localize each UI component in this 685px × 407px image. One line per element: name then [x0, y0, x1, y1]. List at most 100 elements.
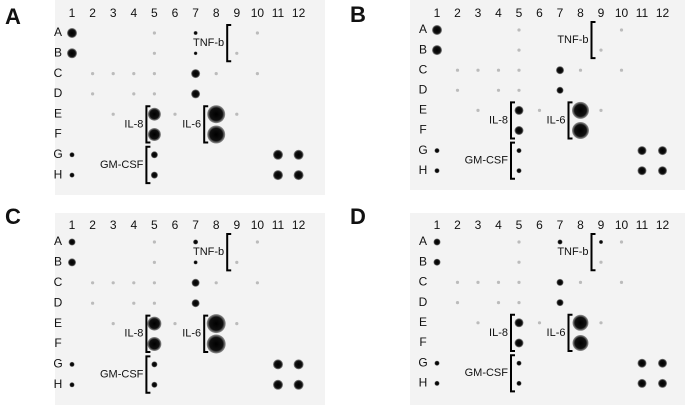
spot — [151, 361, 158, 368]
blot-background — [55, 0, 325, 195]
spot — [496, 280, 501, 284]
spot — [132, 72, 136, 76]
array-label: TNF-b — [193, 246, 224, 258]
spot — [191, 299, 200, 308]
panel-letter: C — [5, 204, 21, 229]
row-letter: D — [54, 295, 63, 309]
column-number: 4 — [130, 6, 137, 20]
spot — [206, 334, 226, 354]
row-letter: F — [54, 336, 61, 350]
column-number: 10 — [251, 6, 265, 20]
row-letter: F — [419, 123, 426, 137]
spot — [432, 25, 442, 35]
column-number: 7 — [192, 6, 199, 20]
array-label: TNF-b — [557, 246, 588, 258]
spot — [207, 105, 226, 124]
spot — [572, 122, 589, 139]
spot — [150, 151, 158, 159]
spot — [637, 378, 647, 388]
spot — [599, 108, 603, 112]
column-number: 5 — [516, 218, 523, 232]
spot — [273, 170, 283, 181]
row-letter: A — [54, 234, 62, 248]
row-letter: G — [53, 147, 62, 161]
spot — [91, 301, 95, 305]
spot — [132, 281, 136, 285]
column-number: 2 — [89, 218, 96, 232]
bracket — [567, 101, 573, 140]
spot — [193, 51, 198, 56]
spot — [514, 318, 524, 328]
blot-background — [410, 213, 685, 405]
spot — [572, 101, 589, 119]
row-letter: H — [419, 376, 428, 390]
column-number: 2 — [454, 218, 461, 232]
spot — [432, 45, 442, 56]
spot — [658, 358, 667, 368]
spot — [517, 240, 521, 244]
spot — [658, 146, 667, 156]
column-number: 11 — [636, 218, 649, 232]
spot — [556, 299, 564, 307]
spot — [111, 72, 115, 76]
spot — [68, 258, 76, 267]
array-label: TNF-b — [557, 34, 588, 46]
column-number: 3 — [110, 6, 117, 20]
spot — [537, 108, 542, 112]
spot — [255, 72, 259, 76]
spot — [255, 31, 259, 35]
bracket — [145, 355, 151, 394]
column-number: 5 — [151, 218, 158, 232]
spot — [517, 48, 521, 52]
spot — [496, 88, 501, 92]
bracket — [590, 21, 596, 60]
spot — [193, 239, 199, 245]
spot — [434, 360, 440, 366]
spot — [455, 68, 460, 72]
array-label: GM-CSF — [465, 155, 509, 167]
row-letter: A — [54, 25, 62, 39]
bracket — [510, 101, 515, 140]
column-number: 5 — [151, 6, 158, 20]
spot — [91, 92, 95, 96]
column-number: 12 — [292, 6, 306, 20]
spot — [207, 125, 226, 144]
column-number: 9 — [598, 218, 605, 232]
column-number: 8 — [213, 218, 220, 232]
spot — [273, 359, 283, 370]
array-label: IL-6 — [547, 114, 566, 126]
panel-letter: B — [350, 2, 366, 27]
spot — [69, 361, 75, 367]
row-letter: B — [419, 42, 427, 56]
array-label: IL-8 — [489, 114, 508, 126]
bracket — [145, 105, 151, 144]
row-letter: F — [54, 127, 61, 141]
spot — [273, 149, 283, 160]
spot — [517, 280, 521, 284]
spot — [152, 301, 156, 305]
spot — [476, 321, 480, 325]
spot — [147, 337, 162, 351]
spot — [91, 72, 95, 76]
row-letter: C — [54, 275, 63, 289]
bracket — [203, 314, 209, 353]
spot — [111, 322, 115, 326]
column-number: 9 — [598, 6, 605, 20]
spot — [91, 281, 95, 285]
spot — [619, 28, 624, 32]
spot — [455, 88, 460, 92]
spot — [152, 260, 156, 264]
row-letter: E — [419, 103, 427, 117]
spot — [637, 166, 647, 176]
row-letter: D — [419, 295, 428, 309]
spot — [191, 89, 201, 99]
spot — [193, 31, 198, 35]
panel-letter: D — [350, 204, 366, 229]
spot — [132, 301, 136, 305]
column-number: 6 — [172, 6, 179, 20]
row-letter: C — [419, 62, 428, 76]
array-label: GM-CSF — [465, 367, 509, 379]
spot — [433, 258, 441, 266]
spot — [516, 360, 522, 366]
spot — [151, 381, 158, 388]
